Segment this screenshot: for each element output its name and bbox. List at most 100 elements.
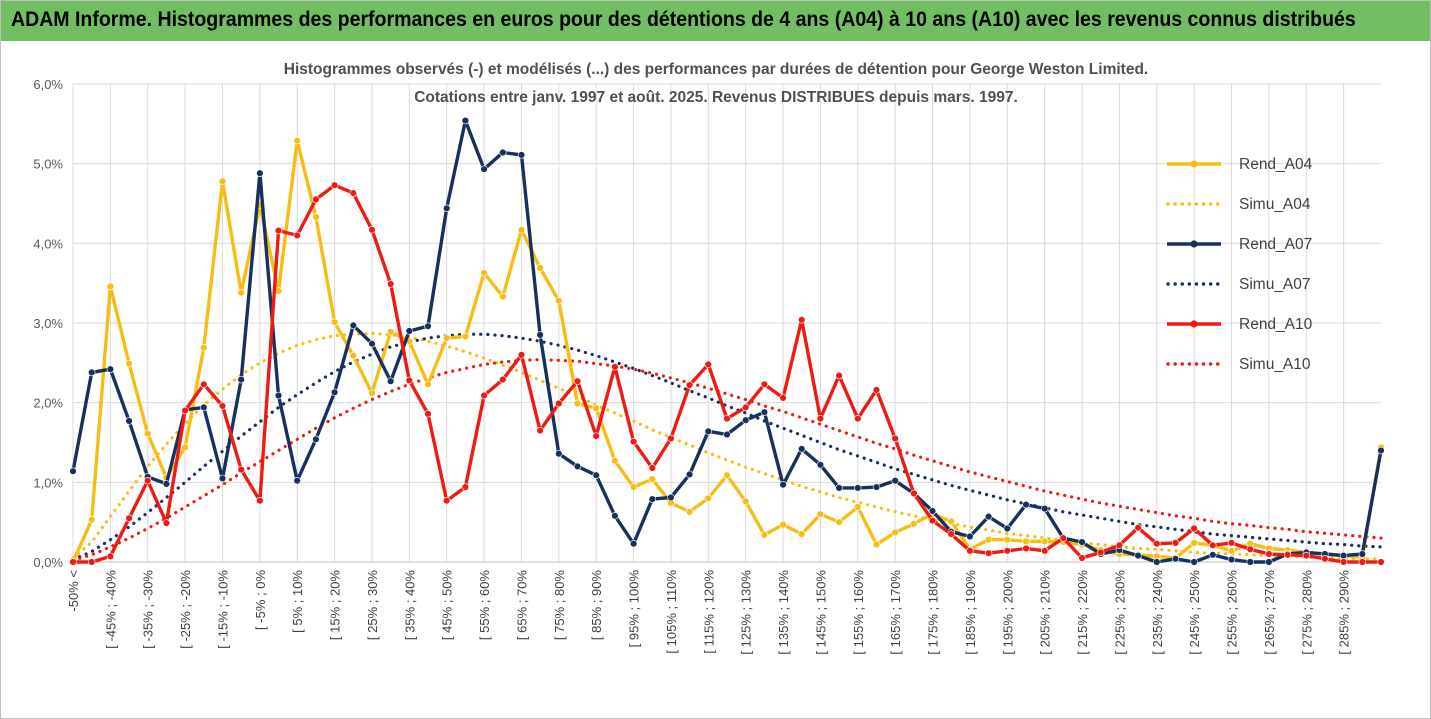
data-point: [517, 351, 526, 359]
simu-a04-line: [71, 331, 1383, 561]
data-point: [1358, 558, 1367, 566]
data-point: [274, 226, 283, 235]
data-point: [779, 481, 787, 489]
x-tick-label: [ 65% ; 70%: [514, 570, 529, 641]
data-point: [648, 495, 656, 503]
data-point: [1190, 524, 1198, 533]
data-point: [125, 359, 133, 368]
data-point: [312, 435, 320, 443]
data-point: [854, 503, 862, 511]
y-tick-label: 3,0%: [33, 316, 63, 331]
data-point: [256, 169, 264, 177]
legend-item-simu-a07: Simu_A07: [1166, 276, 1311, 293]
series-simu-a10: [71, 357, 1383, 563]
data-point: [349, 189, 357, 197]
data-point: [1377, 446, 1385, 455]
data-point: [704, 494, 712, 502]
y-tick-label: 6,0%: [33, 77, 63, 92]
data-point: [144, 430, 152, 438]
data-point: [592, 432, 600, 440]
data-point: [984, 536, 993, 544]
report-banner-title: ADAM Informe. Histogrammes des performan…: [11, 8, 1356, 31]
data-point: [106, 552, 115, 561]
legend-marker: [1190, 320, 1198, 328]
data-point: [1339, 558, 1348, 566]
x-tick-label: [ 125% ; 130%: [739, 570, 754, 655]
data-point: [797, 530, 806, 538]
x-tick-label: [ 245% ; 250%: [1187, 570, 1202, 655]
data-point: [555, 297, 563, 305]
data-point: [106, 282, 115, 291]
x-tick-label: [ 115% ; 120%: [701, 570, 716, 654]
data-point: [443, 204, 451, 213]
data-point: [1134, 524, 1142, 532]
data-point: [1227, 555, 1236, 564]
data-point: [1321, 555, 1329, 563]
data-point: [1040, 504, 1049, 513]
data-point: [1003, 547, 1011, 555]
legend-label: Rend_A07: [1239, 236, 1312, 253]
data-point: [106, 365, 115, 373]
data-point: [312, 195, 320, 204]
data-point: [723, 471, 731, 479]
data-point: [592, 404, 600, 412]
data-point: [1115, 541, 1124, 549]
data-point: [723, 430, 731, 439]
data-point: [181, 443, 189, 451]
data-point: [1283, 551, 1292, 559]
series-lines: [69, 116, 1385, 566]
data-point: [218, 474, 227, 483]
x-tick-label: -50% <: [66, 570, 81, 612]
data-point: [443, 334, 451, 342]
data-point: [499, 375, 507, 384]
data-point: [1134, 551, 1142, 560]
data-point: [947, 530, 955, 538]
legend-item-simu-a10: Simu_A10: [1166, 356, 1311, 373]
x-tick-label: [ 215% ; 220%: [1075, 570, 1090, 655]
data-point: [555, 399, 563, 408]
data-point: [69, 558, 77, 566]
y-tick-label: 4,0%: [33, 236, 63, 251]
x-tick-label: [ 255% ; 260%: [1225, 570, 1240, 655]
data-point: [1022, 544, 1030, 553]
data-point: [872, 386, 881, 394]
x-tick-label: [ 25% ; 30%: [365, 570, 380, 641]
x-tick-label: [ -45% ; -40%: [103, 570, 118, 649]
data-point: [1040, 547, 1049, 555]
x-tick-label: [ 145% ; 150%: [813, 570, 828, 655]
data-point: [480, 269, 488, 277]
y-tick-label: 0,0%: [33, 555, 63, 570]
data-point: [87, 368, 96, 377]
data-point: [704, 427, 712, 435]
data-point: [330, 388, 339, 396]
legend-item-rend-a07: Rend_A07: [1167, 236, 1312, 253]
data-point: [1171, 555, 1180, 563]
data-point: [966, 547, 974, 555]
data-point: [1059, 534, 1068, 542]
data-point: [797, 445, 806, 453]
data-point: [1209, 541, 1217, 549]
data-point: [218, 177, 227, 185]
data-point: [499, 148, 507, 157]
data-point: [1265, 550, 1273, 558]
x-tick-label: [ -15% ; -10%: [215, 570, 230, 649]
y-tick-label: 1,0%: [33, 475, 63, 490]
data-point: [854, 484, 862, 492]
data-point: [499, 293, 507, 301]
data-point: [629, 483, 638, 491]
data-point: [293, 477, 301, 485]
data-point: [1003, 536, 1011, 544]
data-point: [237, 289, 245, 297]
x-tick-label: [ 225% ; 230%: [1112, 570, 1127, 655]
x-tick-label: [ 275% ; 280%: [1299, 570, 1314, 655]
data-point: [1022, 500, 1030, 509]
data-point: [1358, 550, 1367, 558]
x-axis-tick-labels: -50% < [ -45% ; -40% [ -35% ; -30% [ -25% ;…: [66, 570, 1352, 655]
data-point: [723, 414, 731, 423]
x-tick-label: [ 55% ; 60%: [477, 570, 492, 641]
data-point: [536, 264, 544, 272]
data-point: [1377, 558, 1385, 566]
data-point: [573, 377, 582, 385]
x-tick-label: [ 285% ; 290%: [1337, 570, 1352, 655]
data-point: [125, 417, 133, 425]
